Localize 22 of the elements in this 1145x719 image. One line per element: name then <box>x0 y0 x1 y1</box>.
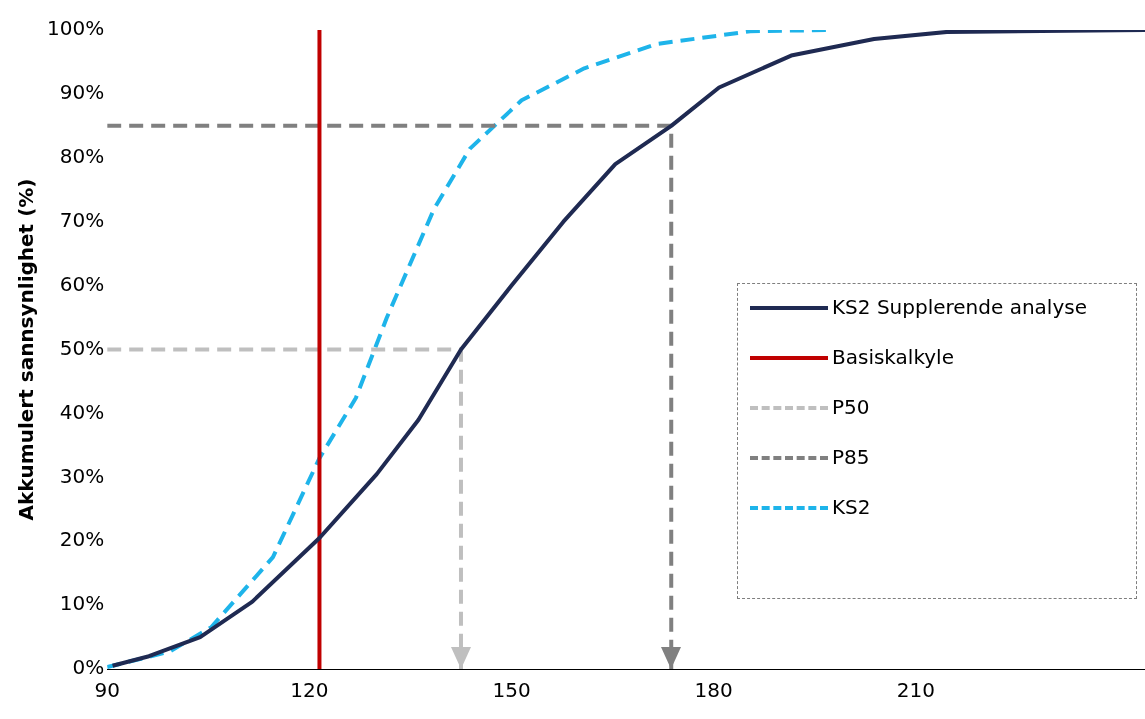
y-tick-label: 60% <box>59 271 105 296</box>
y-tick-label: 10% <box>59 591 105 616</box>
y-tick-label: 20% <box>59 527 105 552</box>
x-tick-label: 150 <box>492 678 531 703</box>
y-tick-label: 40% <box>59 399 105 424</box>
y-tick-label: 90% <box>59 80 105 105</box>
x-tick-label: 210 <box>896 678 935 703</box>
legend-label: KS2 <box>832 494 871 520</box>
legend-label: KS2 Supplerende analyse <box>832 294 1087 320</box>
legend-label: Basiskalkyle <box>832 344 954 370</box>
legend-label: P50 <box>832 394 870 420</box>
y-tick-label: 100% <box>46 16 105 41</box>
x-tick-label: 180 <box>694 678 733 703</box>
x-tick-label: 90 <box>94 678 120 703</box>
x-tick-label: 120 <box>290 678 329 703</box>
y-tick-label: 30% <box>59 463 105 488</box>
y-tick-label: 50% <box>59 335 105 360</box>
y-tick-label: 80% <box>59 144 105 168</box>
y-tick-label: 70% <box>59 207 105 232</box>
legend-label: P85 <box>832 444 870 470</box>
y-axis-title: Akkumulert sannsynlighet (%) <box>14 178 39 521</box>
y-tick-label: 0% <box>72 655 105 680</box>
